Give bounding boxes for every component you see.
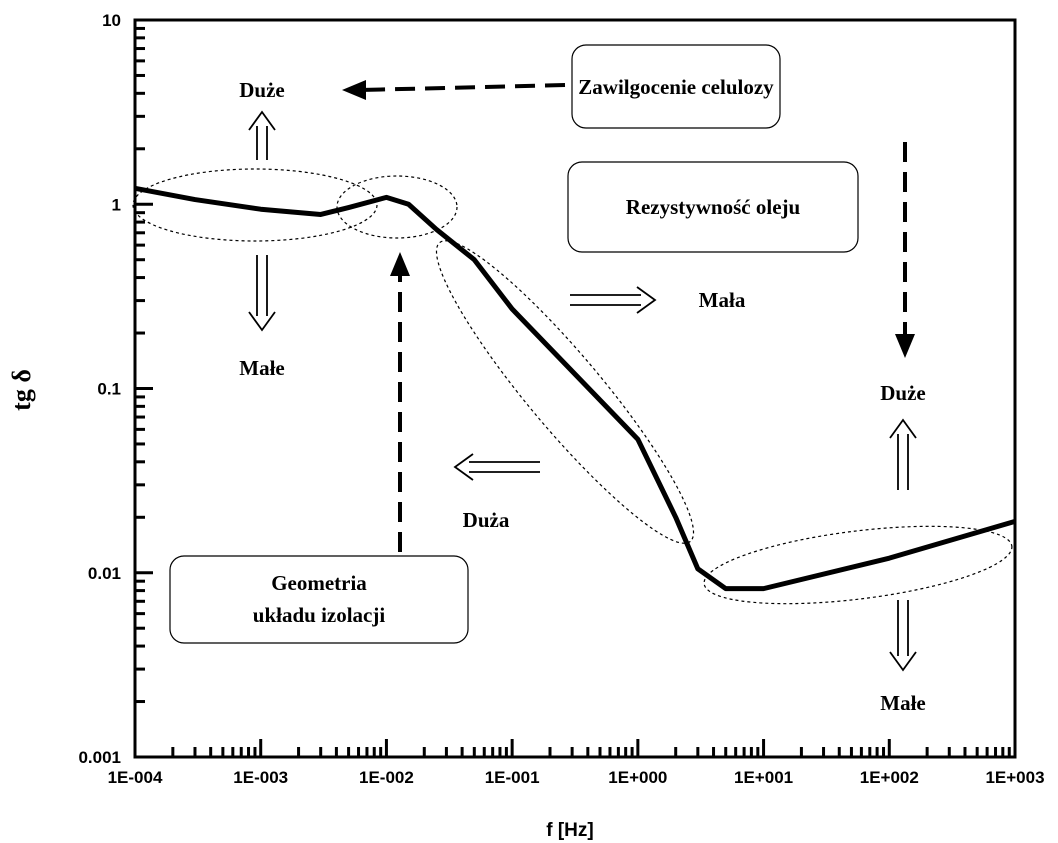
x-tick-label: 1E+001 — [734, 768, 793, 787]
ellipse — [132, 168, 378, 242]
y-tick-label: 10 — [102, 11, 121, 30]
arrowhead — [390, 252, 410, 276]
y-axis-label: tg δ — [7, 369, 36, 411]
annotation: Duże — [880, 381, 926, 405]
double-arrow — [570, 286, 657, 314]
annotation-box — [567, 161, 859, 253]
x-tick-label: 1E-004 — [108, 768, 163, 787]
x-tick-label: 1E-001 — [485, 768, 540, 787]
double-arrow — [248, 255, 276, 332]
x-tick-label: 1E+000 — [608, 768, 667, 787]
annotation: Duża — [463, 508, 510, 532]
box-label: Geometria — [271, 571, 367, 595]
y-tick-label: 1 — [112, 195, 121, 214]
x-tick-label: 1E-002 — [359, 768, 414, 787]
arrowhead — [895, 334, 915, 358]
y-tick-label: 0.01 — [88, 564, 121, 583]
annotation: Małe — [880, 691, 925, 715]
double-arrow — [248, 110, 276, 160]
ellipse — [703, 525, 1013, 605]
ellipse — [336, 175, 458, 239]
x-tick-label: 1E+002 — [860, 768, 919, 787]
x-tick-label: 1E+003 — [985, 768, 1044, 787]
annotation-box — [169, 555, 469, 644]
double-arrow — [889, 418, 917, 490]
box-label: Zawilgocenie celulozy — [578, 75, 774, 99]
double-arrow — [889, 600, 917, 672]
x-tick-label: 1E-003 — [233, 768, 288, 787]
arrowhead — [342, 80, 366, 100]
x-axis-label: f [Hz] — [546, 820, 593, 841]
annotation-box — [571, 44, 781, 129]
y-tick-label: 0.001 — [78, 748, 121, 767]
dashed-arrow — [361, 83, 566, 92]
double-arrow — [453, 453, 540, 481]
annotation: Mała — [699, 288, 746, 312]
box-label: Rezystywność oleju — [626, 195, 801, 219]
annotation: Duże — [239, 78, 285, 102]
ellipse — [435, 240, 695, 544]
data-line — [134, 185, 1016, 592]
box-label: układu izolacji — [253, 603, 386, 627]
y-tick-label: 0.1 — [97, 380, 121, 399]
annotation: Małe — [239, 356, 284, 380]
